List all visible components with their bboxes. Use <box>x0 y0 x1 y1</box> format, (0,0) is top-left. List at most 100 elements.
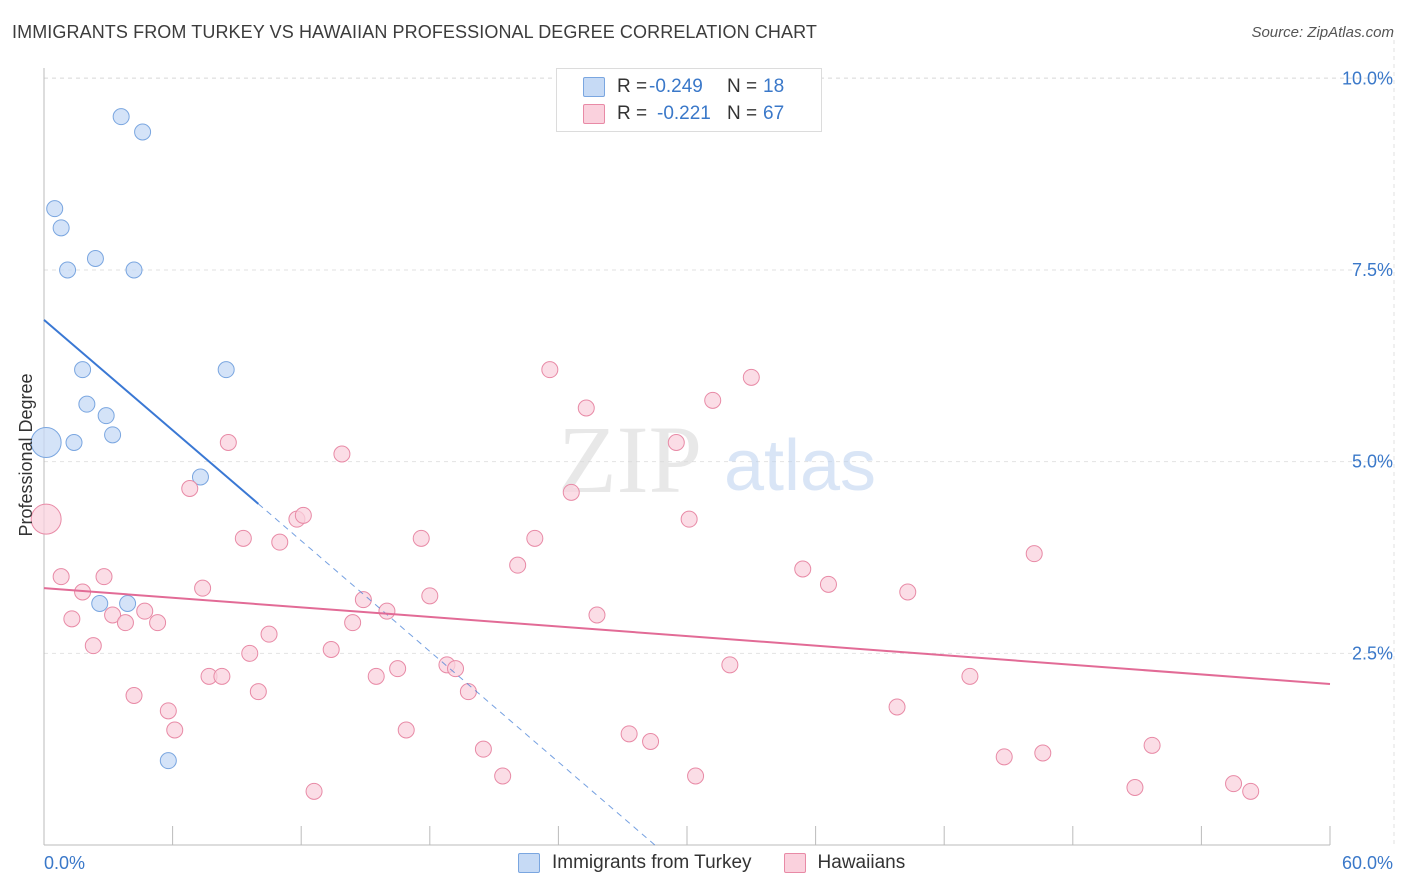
x-tick-label: 0.0% <box>44 853 85 873</box>
hawaiian-point <box>721 656 739 674</box>
turkey-point <box>46 200 64 218</box>
series-swatch-blue <box>518 853 540 873</box>
hawaiian-point <box>412 529 430 547</box>
turkey-point <box>65 434 83 451</box>
hawaiian-point <box>136 602 154 620</box>
legend-row-hawaiians: R = -0.221 N = 67 <box>583 101 784 127</box>
hawaiian-point <box>888 698 906 716</box>
legend-n-value: 18 <box>763 76 785 97</box>
y-axis-label: Professional Degree <box>16 373 36 537</box>
hawaiian-point <box>526 529 544 547</box>
hawaiian-point <box>125 687 143 704</box>
hawaiian-point <box>249 683 267 701</box>
hawaiian-point <box>961 667 979 685</box>
hawaiian-point <box>149 614 167 632</box>
turkey-point <box>119 595 137 612</box>
axes <box>43 68 1331 846</box>
watermark-zip: ZIP <box>558 406 702 513</box>
hawaiian-point <box>104 606 122 624</box>
hawaiian-point <box>742 368 760 386</box>
hawaiian-point <box>294 506 312 524</box>
hawaiian-point <box>459 683 477 701</box>
hawaiian-point <box>588 606 606 624</box>
hawaiian-point <box>333 445 351 463</box>
hawaiian-point <box>509 556 527 574</box>
hawaiian-point <box>680 510 698 528</box>
hawaiian-point <box>667 434 685 451</box>
y-tick-label: 2.5% <box>1352 643 1393 663</box>
series-legend-hawaiians: Hawaiians <box>783 852 906 874</box>
hawaiian-point <box>241 644 259 662</box>
hawaiian-point <box>84 637 102 655</box>
legend-r-value: -0.221 <box>657 103 711 124</box>
hawaiian-point <box>166 721 184 739</box>
turkey-point <box>191 468 209 486</box>
hawaiian-point <box>474 740 492 758</box>
series-label-hawaiians: Hawaiians <box>817 852 906 873</box>
hawaiian-point <box>447 660 465 678</box>
hawaiian-point <box>95 568 113 586</box>
hawaiian-point <box>1025 545 1043 563</box>
legend-r-value: -0.249 <box>649 76 703 97</box>
source-label: Source: ZipAtlas.com <box>1251 24 1394 41</box>
hawaiian-point <box>219 434 237 451</box>
series-legend: Immigrants from Turkey Hawaiians <box>518 852 937 874</box>
turkey-point <box>97 407 115 425</box>
hawaiian-point <box>1143 736 1161 754</box>
hawaiian-point <box>1034 744 1052 762</box>
hawaiian-point <box>577 399 595 417</box>
hawaiian-point <box>194 579 212 597</box>
hawaiian-point <box>389 660 407 678</box>
hawaiian-point <box>305 782 323 800</box>
gridlines <box>44 40 1395 845</box>
hawaiian-point <box>421 587 439 605</box>
hawaiian-point <box>52 568 70 586</box>
series-label-turkey: Immigrants from Turkey <box>552 852 752 873</box>
turkey-point <box>86 250 104 267</box>
turkey-point <box>125 261 143 279</box>
hawaiian-point <box>642 733 660 750</box>
trend-lines <box>43 319 1331 846</box>
hawaiian-point <box>1225 775 1243 793</box>
hawaiian-point <box>378 602 396 620</box>
hawaiian-point <box>116 614 134 632</box>
legend-r-label: R = <box>617 76 648 97</box>
legend-n-value: 67 <box>763 103 785 124</box>
hawaiian-point <box>234 529 252 547</box>
hawaiian-point <box>181 480 199 497</box>
hawaiian-trend-line <box>43 587 1331 685</box>
turkey-point <box>30 427 62 458</box>
turkey-point <box>74 361 92 379</box>
y-tick-label: 7.5% <box>1352 260 1393 280</box>
hawaiian-point <box>995 748 1013 766</box>
chart-title: IMMIGRANTS FROM TURKEY VS HAWAIIAN PROFE… <box>12 22 817 42</box>
hawaiian-point <box>1242 782 1260 800</box>
correlation-legend: R = -0.249 N = 18 R = -0.221 N = 67 <box>556 68 822 132</box>
turkey-point <box>91 595 109 612</box>
x-tick-label: 60.0% <box>1342 853 1393 873</box>
hawaiian-point <box>494 767 512 785</box>
hawaiian-point <box>159 702 177 720</box>
hawaiian-point <box>794 560 812 578</box>
hawaiian-point <box>322 641 340 658</box>
tick-labels: 2.5% 5.0% 7.5% 10.0% 0.0% 60.0% <box>44 68 1393 873</box>
legend-r-label: R = <box>617 103 648 124</box>
turkey-point <box>134 123 152 141</box>
hawaiian-point <box>541 361 559 379</box>
turkey-point <box>78 395 96 413</box>
turkey-point <box>104 426 122 444</box>
series-swatch-pink <box>783 853 806 873</box>
hawaiian-point <box>271 533 289 551</box>
data-points <box>30 108 1260 800</box>
hawaiian-point <box>344 614 362 632</box>
hawaiian-point <box>819 575 837 593</box>
hawaiian-point <box>63 610 81 628</box>
hawaiian-point <box>213 667 231 685</box>
hawaiian-point <box>367 667 385 685</box>
legend-n-label: N = <box>727 76 758 97</box>
legend-swatch-blue <box>583 77 605 97</box>
hawaiian-point <box>687 767 705 785</box>
legend-n-label: N = <box>727 103 758 124</box>
turkey-point <box>217 361 235 379</box>
